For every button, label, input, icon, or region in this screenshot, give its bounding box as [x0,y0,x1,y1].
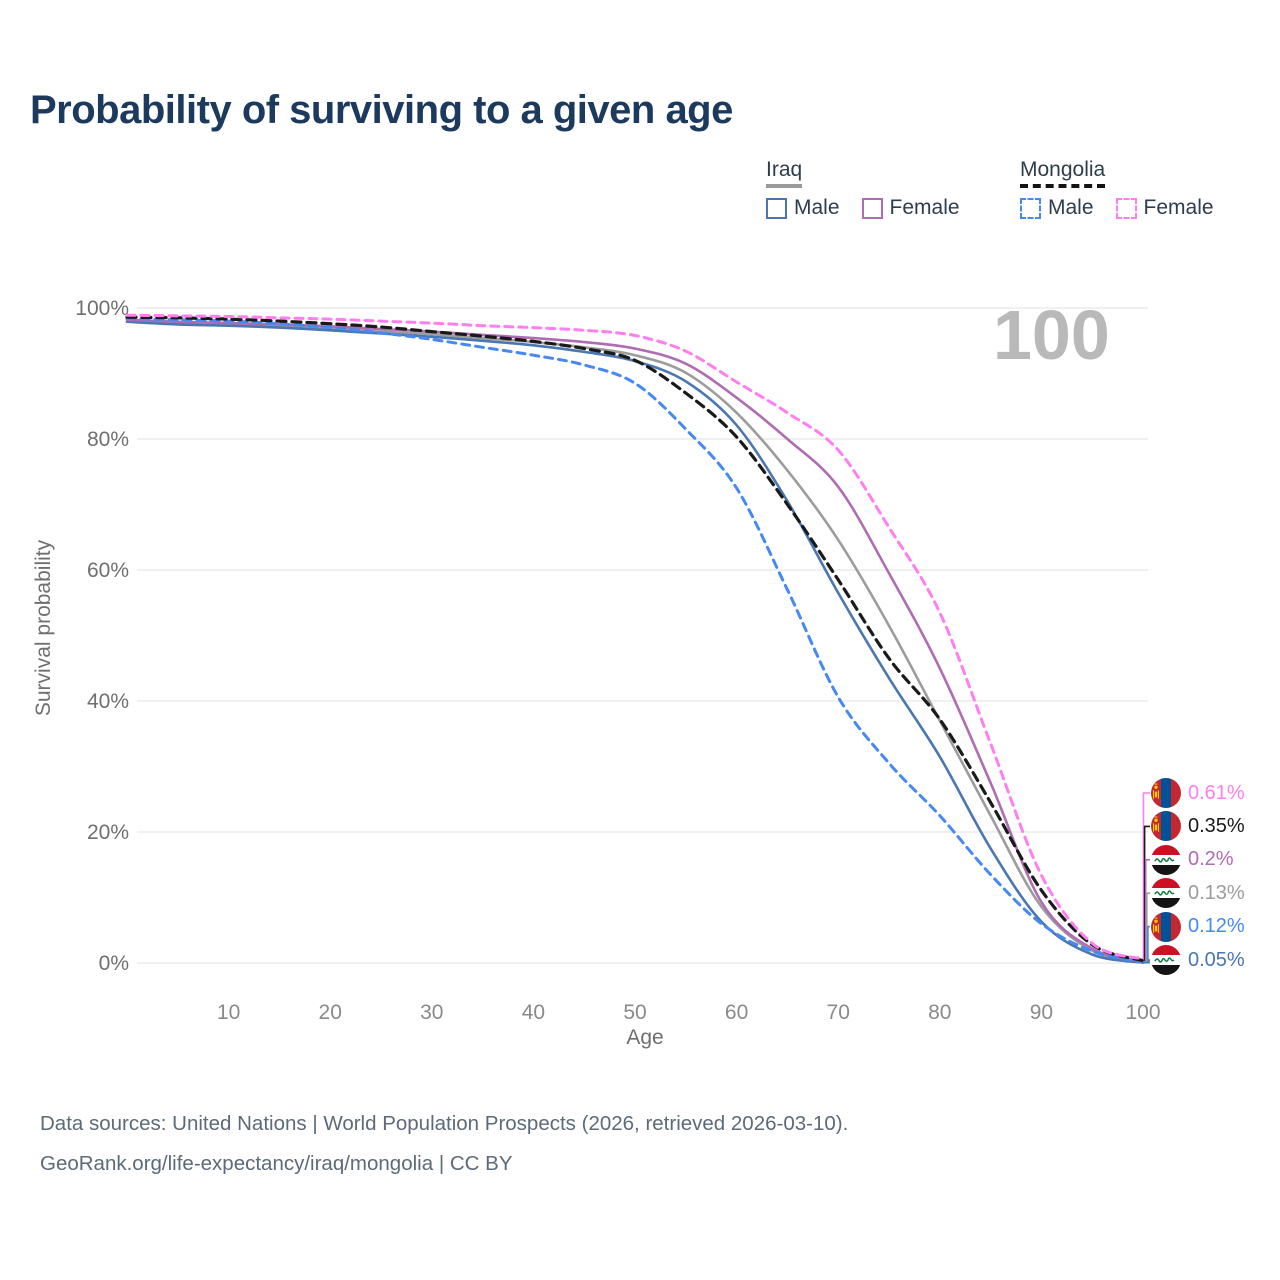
x-tick-label-70: 70 [827,1001,850,1024]
end-label-connector-4 [1143,925,1150,963]
legend-label-iraq-female: Female [889,196,960,219]
end-label-value: 0.2% [1188,848,1234,871]
x-tick-label-80: 80 [928,1001,951,1024]
page-title: Probability of surviving to a given age [30,88,733,132]
mongolia-male-swatch [1020,197,1041,219]
y-tick-label-40: 40% [87,690,129,713]
legend-items-iraq: Male Female [766,196,960,220]
mongolia-female-swatch [1115,197,1137,219]
end-label-row-iraq-female: 0.2% [1151,844,1234,875]
legend-item-mongolia-female: Female [1115,196,1214,220]
end-label-row-iraq-both-sexes: 0.13% [1151,878,1245,909]
y-tick-label-100: 100% [75,297,129,320]
x-tick-label-90: 90 [1030,1001,1053,1024]
legend-group-mongolia: Mongolia Male Female [1020,158,1214,220]
curve-iraq-male [125,320,1145,964]
mongolia-flag-icon [1151,811,1181,842]
legend-title-iraq: Iraq [766,158,803,188]
curve-mongolia-male [125,316,1145,964]
curve-iraq-both-sexes [125,319,1145,964]
end-label-connector-3 [1143,892,1150,963]
x-tick-label-100: 100 [1125,1001,1160,1024]
end-label-connector-5 [1143,959,1150,964]
y-tick-label-0: 0% [99,952,129,975]
mongolia-flag-icon [1151,778,1181,808]
curve-mongolia-both-sexes [125,315,1145,963]
x-tick-label-30: 30 [420,1001,443,1024]
iraq-flag-icon [1151,844,1181,875]
x-tick-label-20: 20 [319,1001,342,1024]
end-label-value: 0.61% [1188,781,1245,804]
y-tick-label-20: 20% [87,821,129,844]
iraq-male-swatch [766,197,787,219]
end-label-row-mongolia-both-sexes: 0.35% [1151,811,1245,842]
x-tick-label-40: 40 [522,1001,545,1024]
legend-title-mongolia: Mongolia [1020,158,1106,188]
legend-label-iraq-male: Male [794,196,840,219]
iraq-flag-icon [1151,878,1181,909]
end-label-connector-2 [1143,859,1150,963]
legend-item-iraq-male: Male [766,196,840,220]
end-label-row-mongolia-female: 0.61% [1151,778,1245,808]
legend-label-mongolia-male: Male [1048,196,1094,219]
end-label-value: 0.35% [1188,814,1245,837]
end-label-connector-1 [1143,825,1150,962]
footer: Data sources: United Nations | World Pop… [40,1104,848,1184]
end-label-row-iraq-male: 0.05% [1151,945,1245,975]
age-watermark: 100 [993,296,1110,374]
x-tick-label-50: 50 [623,1001,646,1024]
legend-items-mongolia: Male Female [1020,196,1214,220]
y-tick-label-60: 60% [87,559,129,582]
end-label-value: 0.12% [1188,915,1245,938]
end-label-row-mongolia-male: 0.12% [1151,911,1245,942]
legend-item-iraq-female: Female [861,196,960,220]
x-axis-title: Age [626,1026,664,1049]
legend-item-mongolia-male: Male [1020,196,1094,220]
footer-attribution: GeoRank.org/life-expectancy/iraq/mongoli… [40,1152,513,1175]
y-axis-title: Survival probability [32,539,55,717]
x-tick-label-60: 60 [725,1001,748,1024]
mongolia-flag-icon [1151,911,1181,942]
curve-iraq-female [125,318,1145,963]
curve-mongolia-female [125,313,1145,961]
legend-group-iraq: Iraq Male Female [766,158,960,220]
x-tick-label-10: 10 [217,1001,240,1024]
end-label-connector-0 [1142,792,1150,960]
iraq-female-swatch [861,197,883,219]
legend-label-mongolia-female: Female [1143,196,1214,219]
end-label-value: 0.05% [1188,948,1245,971]
footer-sources: Data sources: United Nations | World Pop… [40,1112,849,1135]
y-tick-label-80: 80% [87,428,129,451]
iraq-flag-icon [1151,945,1181,975]
end-label-value: 0.13% [1188,881,1245,904]
